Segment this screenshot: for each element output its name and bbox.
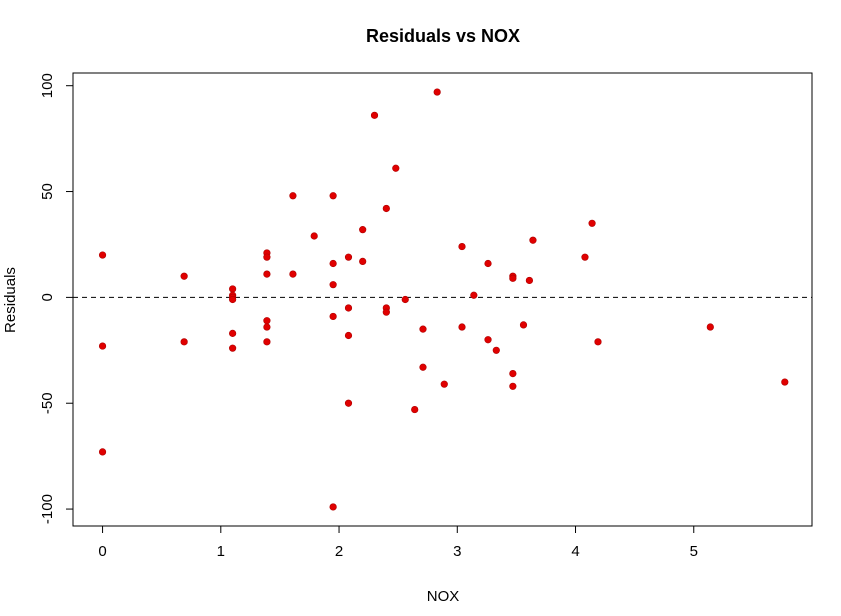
data-point: [382, 308, 390, 316]
y-tick-label: 0: [39, 293, 56, 301]
data-point: [529, 236, 537, 244]
data-point: [419, 325, 427, 333]
data-point: [519, 321, 528, 329]
data-point: [458, 323, 466, 331]
data-point: [98, 251, 107, 259]
y-tick-label: 100: [39, 73, 56, 98]
data-point: [588, 219, 596, 227]
data-point: [411, 405, 419, 414]
x-tick-label: 4: [571, 543, 579, 560]
data-point: [344, 253, 353, 261]
data-point: [484, 259, 492, 268]
y-tick-label: -100: [39, 494, 56, 524]
data-point: [359, 257, 367, 265]
data-point: [180, 272, 188, 280]
data-point: [781, 378, 789, 386]
x-axis-label: NOX: [427, 588, 460, 605]
data-point: [98, 342, 107, 350]
data-point: [344, 304, 353, 312]
x-tick-label: 5: [690, 543, 698, 560]
y-tick-label: -50: [39, 392, 56, 414]
data-point: [484, 336, 492, 344]
chart-title: Residuals vs NOX: [366, 26, 520, 46]
data-point: [329, 503, 337, 511]
data-point: [229, 295, 237, 304]
data-point: [329, 281, 337, 289]
data-point: [263, 270, 271, 278]
y-axis: -100 -50 0 50 100: [39, 73, 74, 524]
data-point: [359, 226, 367, 234]
data-point: [180, 338, 188, 346]
data-point: [470, 291, 478, 299]
data-point: [229, 285, 237, 293]
data-point: [509, 274, 517, 282]
x-tick-label: 2: [335, 543, 343, 560]
data-point: [263, 253, 271, 261]
data-point: [263, 338, 271, 346]
data-point: [329, 192, 337, 200]
data-point: [382, 204, 390, 213]
data-point: [344, 331, 353, 340]
plot-frame: [72, 72, 813, 527]
data-point: [433, 88, 441, 96]
data-point: [263, 317, 271, 325]
y-tick-label: 50: [39, 183, 56, 200]
data-point: [310, 232, 318, 240]
data-point: [525, 276, 534, 285]
x-tick-label: 0: [98, 543, 106, 560]
y-axis-label: Residuals: [2, 267, 19, 333]
data-point: [492, 346, 500, 354]
data-point: [329, 312, 337, 321]
x-axis: 0 1 2 3 4 5: [98, 525, 698, 560]
data-point: [329, 259, 337, 268]
data-points: [98, 88, 789, 511]
data-point: [581, 253, 589, 261]
data-point: [440, 380, 448, 388]
data-point: [289, 270, 297, 278]
data-point: [344, 399, 353, 407]
data-point: [509, 369, 517, 378]
data-point: [289, 192, 297, 200]
data-point: [370, 111, 379, 119]
data-point: [401, 295, 409, 304]
x-tick-label: 3: [453, 543, 461, 560]
data-point: [229, 344, 237, 352]
x-tick-label: 1: [217, 543, 225, 560]
data-point: [509, 382, 517, 390]
data-point: [706, 323, 714, 331]
data-point: [229, 329, 237, 337]
data-point: [392, 164, 400, 172]
data-point: [594, 338, 602, 346]
data-point: [458, 242, 466, 251]
data-point: [263, 323, 271, 331]
data-point: [98, 448, 107, 456]
data-point: [419, 363, 427, 371]
